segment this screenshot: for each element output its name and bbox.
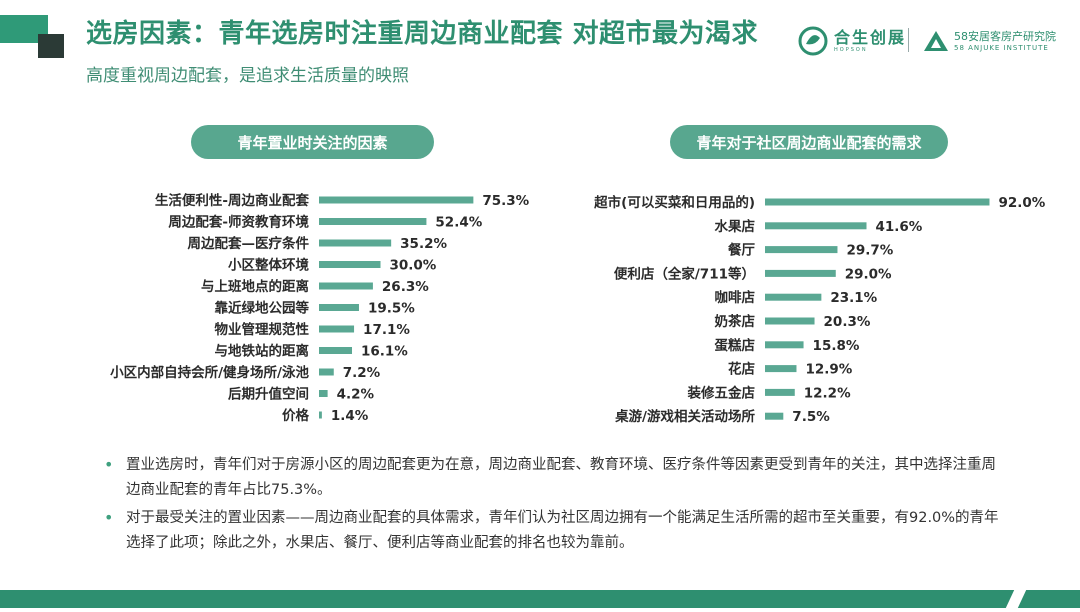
bar (765, 388, 795, 396)
bar (765, 412, 784, 420)
category-label: 蛋糕店 (715, 337, 756, 354)
value-label: 75.3% (482, 193, 529, 209)
value-label: 30.0% (390, 258, 437, 274)
factors-chart-svg: 生活便利性-周边商业配套 75.3% 周边配套-师资教育环境 52.4% 周边配套—医疗… (110, 192, 530, 424)
bar (319, 261, 381, 268)
bar (319, 239, 392, 247)
bar (319, 390, 328, 397)
bar (765, 317, 815, 325)
note-text: 置业选房时，青年们对于房源小区的周边配套更为在意，周边商业配套、教育环境、医疗条… (126, 457, 996, 498)
anjuke-logo: 58安居客房产研究院 58 ANJUKE INSTITUTE (922, 24, 1056, 58)
bar (319, 347, 353, 354)
bottom-bar (0, 590, 1080, 608)
chart2-title: 青年对于社区周边商业配套的需求 (670, 125, 948, 159)
factors-chart: 生活便利性-周边商业配套 75.3% 周边配套-师资教育环境 52.4% 周边配套—医疗… (40, 180, 540, 434)
value-label: 29.0% (845, 266, 892, 282)
category-label: 便利店（全家/711等） (614, 265, 755, 282)
value-label: 17.1% (363, 322, 410, 338)
page-subtitle: 高度重视周边配套，是追求生活质量的映照 (86, 66, 409, 86)
category-label: 装修五金店 (687, 384, 756, 401)
bar (765, 293, 822, 301)
chart1-title: 青年置业时关注的因素 (191, 125, 434, 159)
category-label: 价格 (282, 407, 309, 424)
value-label: 12.9% (805, 362, 852, 378)
value-label: 12.2% (804, 385, 851, 401)
category-label: 生活便利性-周边商业配套 (155, 192, 310, 209)
category-label: 靠近绿地公园等 (215, 300, 310, 317)
category-label: 水果店 (715, 218, 756, 235)
category-label: 与上班地点的距离 (201, 278, 309, 295)
bar (765, 365, 797, 373)
value-label: 29.7% (846, 243, 893, 259)
hopson-logo-cn: 合生创展 (834, 28, 907, 47)
hopson-logo-en: HOPSON (834, 47, 868, 53)
value-label: 7.5% (792, 409, 830, 425)
bar (319, 282, 373, 290)
amenities-chart: 超市(可以买菜和日用品的) 92.0% 水果店 41.6% 餐厅 29.7% 便利店（全家/… (540, 180, 1070, 434)
bar (319, 411, 322, 419)
category-label: 小区整体环境 (228, 257, 309, 274)
value-label: 16.1% (361, 344, 408, 360)
category-label: 桌游/游戏相关活动场所 (615, 408, 755, 425)
bar (319, 304, 359, 311)
anjuke-logo-en: 58 ANJUKE INSTITUTE (954, 44, 1049, 52)
value-label: 23.1% (830, 290, 877, 306)
category-label: 物业管理规范性 (215, 321, 310, 338)
bullet-icon: • (104, 455, 114, 474)
value-label: 1.4% (331, 408, 369, 424)
category-label: 花店 (728, 361, 756, 378)
value-label: 20.3% (824, 314, 871, 330)
bullet-icon: • (104, 508, 114, 527)
amenities-chart-svg: 超市(可以买菜和日用品的) 92.0% 水果店 41.6% 餐厅 29.7% 便利店（全家/… (593, 194, 1046, 425)
hopson-logo: 合生创展 HOPSON (798, 24, 906, 58)
category-label: 餐厅 (727, 242, 756, 259)
bar (319, 196, 474, 204)
value-label: 92.0% (998, 195, 1045, 211)
value-label: 35.2% (400, 236, 447, 252)
bar (765, 222, 867, 230)
category-label: 奶茶店 (715, 313, 756, 330)
page-title: 选房因素：青年选房时注重周边商业配套 对超市最为渴求 (86, 19, 759, 49)
bar (319, 325, 355, 333)
value-label: 52.4% (435, 215, 482, 231)
category-label: 超市(可以买菜和日用品的) (593, 194, 755, 211)
bar (319, 368, 334, 376)
notes-section: • 置业选房时，青年们对于房源小区的周边配套更为在意，周边商业配套、教育环境、医… (104, 453, 1004, 559)
category-label: 周边配套-师资教育环境 (168, 214, 309, 231)
category-label: 周边配套—医疗条件 (188, 235, 310, 252)
value-label: 19.5% (368, 301, 415, 317)
note-item: • 置业选房时，青年们对于房源小区的周边配套更为在意，周边商业配套、教育环境、医… (104, 453, 1004, 503)
value-label: 15.8% (813, 338, 860, 354)
value-label: 41.6% (876, 219, 923, 235)
anjuke-logo-cn: 58安居客房产研究院 (954, 30, 1056, 43)
category-label: 咖啡店 (715, 289, 756, 306)
value-label: 26.3% (382, 279, 429, 295)
value-label: 4.2% (337, 387, 375, 403)
house-icon (924, 31, 948, 51)
category-label: 小区内部自持会所/健身场所/泳池 (110, 364, 309, 381)
category-label: 与地铁站的距离 (215, 343, 310, 360)
note-item: • 对于最受关注的置业因素——周边商业配套的具体需求，青年们认为社区周边拥有一个… (104, 506, 1004, 556)
logo-divider (908, 28, 909, 52)
bar (765, 246, 838, 254)
bar (765, 341, 804, 349)
bar (765, 198, 990, 206)
note-text: 对于最受关注的置业因素——周边商业配套的具体需求，青年们认为社区周边拥有一个能满… (126, 510, 999, 551)
category-label: 后期升值空间 (228, 386, 309, 403)
leaf-icon (798, 26, 828, 56)
bar (765, 269, 836, 277)
bar (319, 218, 427, 225)
corner-decoration-dark (38, 34, 64, 58)
value-label: 7.2% (343, 365, 381, 381)
